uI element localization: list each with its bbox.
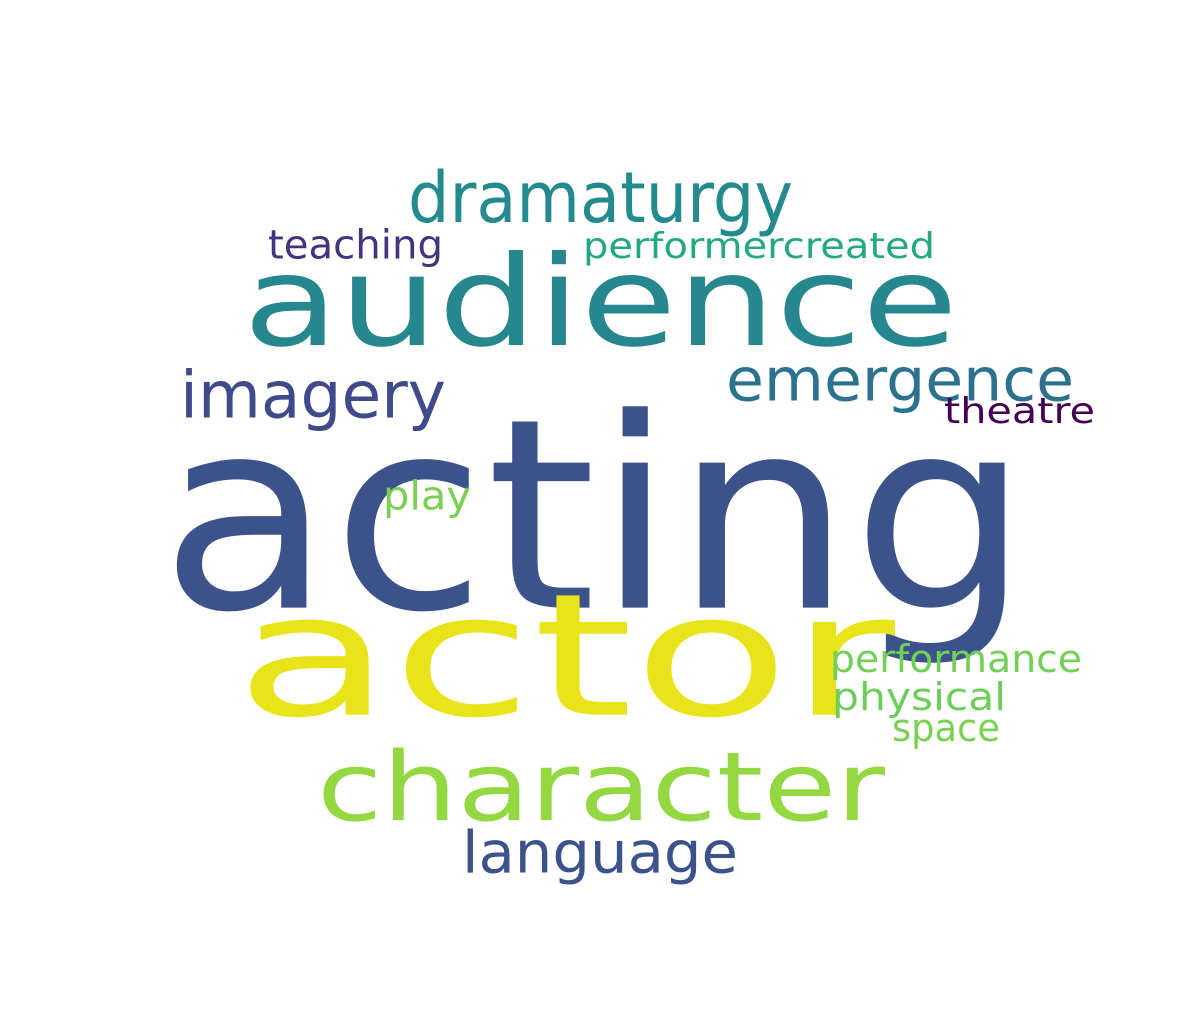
word-emergence: emergence [726, 344, 1074, 415]
word-language: language [462, 818, 738, 887]
word-performercreated: performercreated [583, 224, 935, 267]
word-teaching: teaching [268, 221, 443, 269]
word-character: character [317, 731, 885, 843]
word-physical: physical [832, 674, 1006, 720]
word-acting: acting [160, 361, 1030, 672]
word-audience: audience [243, 228, 958, 375]
word-space: space [892, 705, 1000, 751]
word-theatre: theatre [944, 389, 1095, 432]
word-imagery: imagery [180, 357, 446, 434]
word-performance: performance [830, 636, 1082, 682]
word-dramaturgy: dramaturgy [408, 156, 793, 239]
word-actor: actor [235, 556, 895, 756]
word-play: play [383, 472, 471, 520]
